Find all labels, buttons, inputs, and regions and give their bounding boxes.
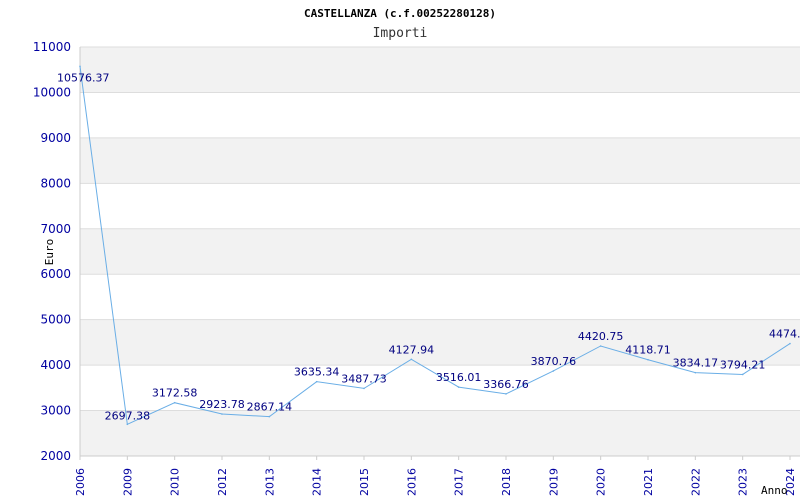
x-tick-2012: 2012	[216, 468, 229, 496]
data-label-2013: 2867.14	[247, 401, 293, 414]
data-point-2023	[741, 373, 744, 376]
data-label-2010: 3172.58	[152, 387, 198, 400]
band-8000	[80, 137, 800, 184]
data-label-2006: 10576.37	[57, 71, 110, 84]
data-point-2009	[126, 423, 129, 426]
data-point-2014	[315, 380, 318, 383]
x-tick-labels: 2006 2009 2010 2012 2013 2014 2015 2016 2017 2018…	[74, 456, 797, 496]
data-point-2010	[173, 401, 176, 404]
data-label-2022: 3834.17	[673, 357, 719, 370]
y-tick-labels: 2000 3000 4000 5000 6000 7000 8000 9000 10000 110…	[33, 40, 71, 463]
band-10000	[80, 47, 800, 93]
x-tick-2006: 2006	[74, 468, 87, 496]
x-tick-2023: 2023	[737, 468, 750, 496]
band-6000	[80, 228, 800, 275]
x-tick-2024: 2024	[784, 468, 797, 496]
x-axis-label: Anno	[761, 484, 788, 497]
x-tick-2009: 2009	[121, 468, 134, 496]
data-label-2009: 2697.38	[105, 409, 151, 422]
chart-title: CASTELLANZA (c.f.00252280128)	[304, 7, 496, 20]
y-tick-9000: 9000	[40, 131, 71, 145]
data-label-2018: 3366.76	[483, 378, 529, 391]
data-point-2021	[647, 358, 649, 361]
data-point-2012	[221, 413, 223, 415]
y-axis-label: Euro	[43, 239, 56, 266]
data-point-2019	[552, 370, 555, 372]
data-label-2014: 3635.34	[294, 366, 340, 379]
y-tick-4000: 4000	[40, 358, 71, 372]
data-point-2020	[599, 345, 602, 347]
data-point-2022	[694, 371, 697, 374]
x-tick-2022: 2022	[689, 468, 702, 496]
background-bands	[80, 47, 800, 456]
data-point-2018	[505, 393, 507, 395]
x-tick-2014: 2014	[311, 468, 324, 496]
data-label-2017: 3516.01	[436, 371, 482, 384]
data-point-2016	[410, 358, 413, 361]
data-label-2016: 4127.94	[389, 343, 435, 356]
x-tick-2015: 2015	[358, 468, 371, 496]
data-label-2020: 4420.75	[578, 330, 624, 343]
y-tick-10000: 10000	[33, 85, 71, 99]
y-tick-7000: 7000	[40, 222, 71, 236]
series-line	[79, 66, 791, 426]
band-2000	[80, 410, 800, 456]
y-tick-6000: 6000	[40, 267, 71, 281]
x-tick-2020: 2020	[595, 468, 608, 496]
x-tick-2016: 2016	[405, 468, 418, 496]
gridlines	[80, 46, 800, 457]
y-tick-3000: 3000	[40, 404, 71, 418]
data-point-2013	[268, 415, 271, 418]
y-tick-8000: 8000	[40, 176, 71, 190]
x-tick-2013: 2013	[263, 468, 276, 496]
y-tick-2000: 2000	[40, 449, 71, 463]
chart-subtitle: Importi	[373, 26, 428, 41]
data-label-2024: 4474.7	[769, 328, 800, 341]
x-tick-2019: 2019	[547, 468, 560, 496]
data-label-2023: 3794.21	[720, 358, 766, 371]
data-label-2019: 3870.76	[531, 355, 577, 368]
x-tick-2010: 2010	[169, 468, 182, 496]
band-4000	[80, 319, 800, 366]
data-label-2015: 3487.73	[341, 372, 387, 385]
x-tick-2021: 2021	[642, 468, 655, 496]
data-point-2006	[79, 65, 81, 68]
data-point-2017	[457, 386, 460, 388]
x-tick-2017: 2017	[453, 468, 466, 496]
data-label-2021: 4118.71	[625, 344, 671, 357]
y-tick-11000: 11000	[33, 40, 71, 54]
y-tick-5000: 5000	[40, 313, 71, 327]
data-point-2024	[789, 342, 791, 345]
data-point-2015	[363, 387, 365, 390]
x-tick-2018: 2018	[500, 468, 513, 496]
data-label-2012: 2923.78	[199, 398, 245, 411]
